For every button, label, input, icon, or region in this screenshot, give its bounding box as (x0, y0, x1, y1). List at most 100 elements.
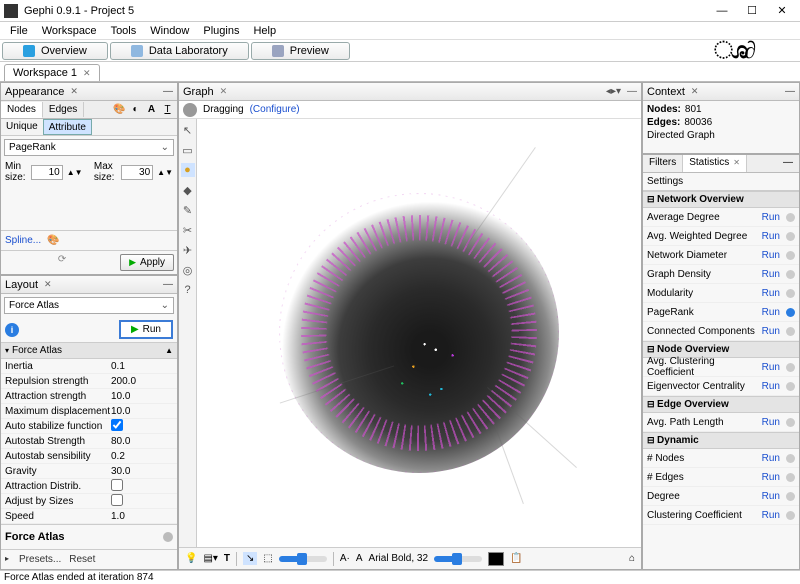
close-icon[interactable]: ✕ (220, 86, 228, 97)
graph-tool-2[interactable]: ● (181, 163, 195, 177)
stat-run-link[interactable]: Run (762, 417, 780, 428)
lightbulb-icon[interactable]: 💡 (185, 553, 197, 564)
graph-tool-8[interactable]: ? (181, 283, 195, 297)
stat-run-link[interactable]: Run (762, 250, 780, 261)
stat-run-link[interactable]: Run (762, 491, 780, 502)
tab-edges[interactable]: Edges (43, 102, 84, 117)
appearance-title: Appearance (5, 86, 64, 98)
stat-status-dot-icon (786, 363, 795, 372)
font-size-down-icon[interactable]: A· (340, 553, 350, 564)
nav-down-icon[interactable]: ▾ (616, 86, 621, 97)
reset-icon[interactable]: ⟳ (4, 254, 120, 271)
font-label[interactable]: Arial Bold, 32 (369, 553, 428, 564)
stat-run-link[interactable]: Run (762, 231, 780, 242)
stats-group-header[interactable]: Dynamic (643, 432, 799, 449)
tab-statistics[interactable]: Statistics✕ (683, 155, 747, 172)
close-button[interactable]: ✕ (768, 2, 796, 20)
configure-link[interactable]: (Configure) (250, 104, 300, 115)
max-size-input[interactable] (121, 165, 153, 180)
settings-icon[interactable]: ▤▾ (203, 553, 217, 564)
close-icon[interactable]: ✕ (83, 68, 91, 79)
label-size-icon[interactable]: T (161, 103, 174, 116)
stat-run-link[interactable]: Run (762, 510, 780, 521)
tab-attribute[interactable]: Attribute (43, 119, 92, 135)
close-icon[interactable]: ✕ (691, 86, 699, 97)
minimize-icon[interactable]: — (163, 86, 173, 97)
workspace-tab-label: Workspace 1 (13, 67, 77, 79)
edge-weight-slider[interactable] (279, 556, 327, 562)
prop-key: Auto stabilize function (1, 421, 111, 432)
font-size-up-icon[interactable]: A (356, 553, 363, 564)
prop-checkbox[interactable] (111, 479, 123, 491)
spline-link[interactable]: Spline... (5, 235, 41, 246)
stat-run-link[interactable]: Run (762, 269, 780, 280)
graph-tool-1[interactable]: ▭ (181, 143, 195, 157)
stat-run-link[interactable]: Run (762, 381, 780, 392)
stat-run-link[interactable]: Run (762, 472, 780, 483)
stat-run-link[interactable]: Run (762, 288, 780, 299)
screenshot-icon[interactable]: ⌂ (629, 553, 635, 564)
menu-window[interactable]: Window (144, 24, 195, 38)
run-button[interactable]: ▶ Run (119, 320, 173, 339)
stats-group-header[interactable]: Edge Overview (643, 396, 799, 413)
label-color-icon[interactable]: A (145, 103, 158, 116)
edge-tool-icon[interactable]: ↘ (243, 552, 257, 565)
menu-plugins[interactable]: Plugins (197, 24, 245, 38)
graph-canvas[interactable] (197, 119, 641, 547)
edges-label: Edges: (647, 117, 680, 128)
presets-link[interactable]: Presets... (19, 554, 61, 565)
minimize-icon[interactable]: — (627, 86, 637, 97)
info-icon[interactable]: i (5, 323, 19, 337)
menu-workspace[interactable]: Workspace (36, 24, 103, 38)
stat-run-link[interactable]: Run (762, 453, 780, 464)
stats-group-header[interactable]: Network Overview (643, 191, 799, 208)
min-size-input[interactable] (31, 165, 63, 180)
minimize-icon[interactable]: — (777, 155, 799, 172)
minimize-button[interactable]: — (708, 2, 736, 20)
view-tab-data-laboratory[interactable]: Data Laboratory (110, 42, 249, 60)
maximize-button[interactable]: ☐ (738, 2, 766, 20)
workspace-tab[interactable]: Workspace 1 ✕ (4, 64, 100, 81)
close-icon[interactable]: ✕ (44, 279, 52, 290)
tab-unique[interactable]: Unique (1, 119, 43, 135)
graph-tool-0[interactable]: ↖ (181, 123, 195, 137)
prop-checkbox[interactable] (111, 494, 123, 506)
tab-filters[interactable]: Filters (643, 155, 683, 172)
menu-help[interactable]: Help (247, 24, 282, 38)
graph-tool-6[interactable]: ✈ (181, 243, 195, 257)
tab-nodes[interactable]: Nodes (1, 102, 43, 118)
close-icon[interactable]: ✕ (70, 86, 78, 97)
context-title: Context (647, 86, 685, 98)
layout-algorithm-dropdown[interactable]: Force Atlas (4, 297, 174, 314)
node-tool-icon[interactable]: ⬚ (263, 553, 272, 564)
reset-link[interactable]: Reset (69, 554, 95, 565)
label-color-swatch[interactable] (488, 552, 504, 566)
palette-icon[interactable]: 🎨 (113, 103, 126, 116)
graph-tool-3[interactable]: ◆ (181, 183, 195, 197)
layout-group-header[interactable]: Force Atlas ▲ (1, 342, 177, 359)
prop-value: 10.0 (111, 406, 177, 417)
graph-tool-7[interactable]: ◎ (181, 263, 195, 277)
menu-tools[interactable]: Tools (105, 24, 143, 38)
ranking-dropdown[interactable]: PageRank (4, 139, 174, 156)
stat-run-link[interactable]: Run (762, 326, 780, 337)
graph-tool-4[interactable]: ✎ (181, 203, 195, 217)
minimize-icon[interactable]: — (163, 279, 173, 290)
stat-run-link[interactable]: Run (762, 307, 780, 318)
stat-status-dot-icon (786, 251, 795, 260)
prop-checkbox[interactable] (111, 419, 123, 431)
view-tab-preview[interactable]: Preview (251, 42, 350, 60)
text-tool-icon[interactable]: T (224, 553, 230, 564)
apply-button[interactable]: ▶ Apply (120, 254, 174, 271)
menu-file[interactable]: File (4, 24, 34, 38)
stat-run-link[interactable]: Run (762, 212, 780, 223)
attributes-icon[interactable]: 📋 (510, 553, 522, 564)
minimize-icon[interactable]: — (785, 86, 795, 97)
size-icon[interactable]: ◐ (129, 103, 142, 116)
graph-tool-5[interactable]: ✂ (181, 223, 195, 237)
view-tab-overview[interactable]: Overview (2, 42, 108, 60)
view-icon (23, 45, 35, 57)
preset-row: Presets... Reset (1, 549, 177, 569)
stat-run-link[interactable]: Run (762, 362, 780, 373)
label-size-slider[interactable] (434, 556, 482, 562)
